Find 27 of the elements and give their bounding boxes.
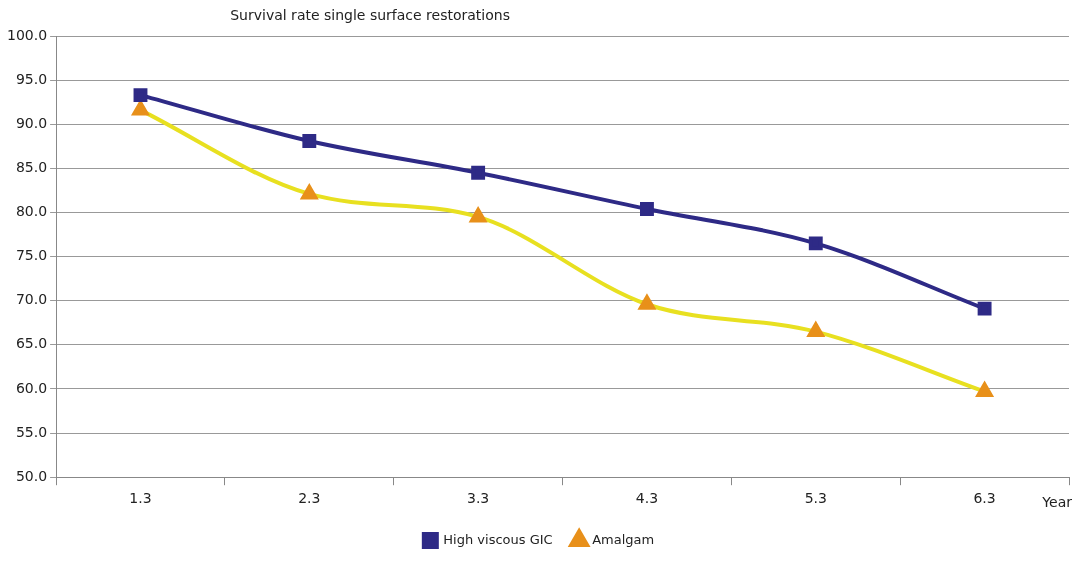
x-tick-label: 6.3 xyxy=(973,490,996,507)
point xyxy=(808,236,823,251)
y-tick-label: 80.0 xyxy=(15,203,48,220)
point xyxy=(640,202,654,216)
legend-label: High viscous GIC xyxy=(443,531,553,547)
y-tick-label: 90.0 xyxy=(15,114,48,131)
y-tick-label: 55.0 xyxy=(15,423,48,440)
x-tick-label: 5.3 xyxy=(804,490,827,507)
point xyxy=(471,165,486,180)
x-tick-label: 1.3 xyxy=(129,490,152,507)
point xyxy=(977,301,992,316)
y-tick-label: 65.0 xyxy=(15,335,48,352)
y-tick-label: 95.0 xyxy=(15,70,48,87)
legend-label: Amalgam xyxy=(592,531,655,547)
y-tick-label: 85.0 xyxy=(15,159,48,175)
x-tick-label: 3.3 xyxy=(467,490,490,507)
x-axis-title: Year xyxy=(1041,493,1073,510)
y-tick-label: 50.0 xyxy=(15,467,48,484)
point xyxy=(133,88,148,103)
x-tick-label: 4.3 xyxy=(635,490,659,507)
y-tick-label: 60.0 xyxy=(15,379,48,396)
chart-title: Survival rate single surface restorations xyxy=(230,6,510,23)
y-tick-label: 70.0 xyxy=(15,291,48,308)
point xyxy=(302,134,317,148)
y-tick-label: 75.0 xyxy=(15,247,48,264)
x-tick-label: 2.3 xyxy=(298,490,321,507)
y-tick-label: 100.0 xyxy=(6,26,48,43)
